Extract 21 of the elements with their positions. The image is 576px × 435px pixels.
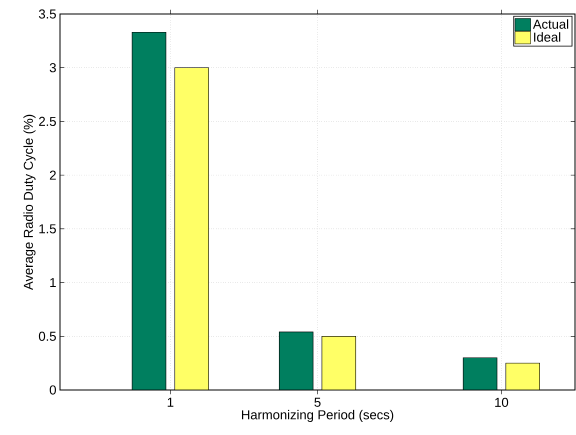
y-tick-label: 3.5: [38, 9, 56, 19]
x-tick-label: 10: [495, 398, 508, 407]
bar: [462, 357, 498, 390]
bar: [506, 362, 540, 390]
y-tick-label: 1.5: [39, 224, 56, 234]
x-tick-label: 1: [168, 398, 174, 407]
legend-label: Ideal: [534, 32, 560, 42]
bar: [174, 67, 209, 390]
x-tick-label: 5: [314, 398, 321, 407]
bar: [278, 332, 314, 390]
y-tick-label: 2.5: [39, 116, 56, 126]
y-tick-label: 1: [50, 278, 56, 288]
legend-label: Actual: [532, 19, 568, 29]
x-axis-title: Harmonizing Period (secs): [242, 410, 394, 422]
y-tick-label: 0.5: [38, 332, 56, 341]
bar: [322, 336, 356, 390]
y-axis-title: Average Radio Duty Cycle (%): [23, 114, 36, 290]
y-tick-label: 3: [50, 63, 56, 72]
y-tick-label: 2: [50, 170, 56, 180]
y-tick-label: 0: [50, 385, 56, 395]
bar: [132, 32, 166, 390]
